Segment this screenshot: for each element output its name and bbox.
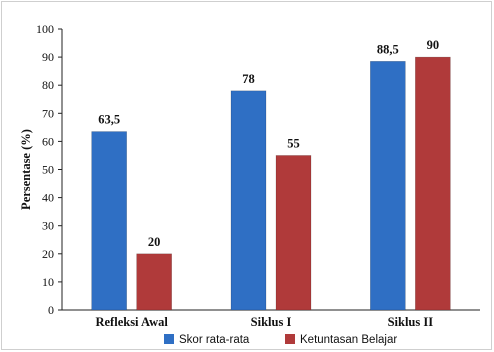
legend: Skor rata-rata Ketuntasan Belajar [164,334,397,346]
y-ticks: 0 10 20 30 40 50 60 70 80 90 100 [36,22,62,317]
y-axis-title: Persentase (%) [19,129,33,210]
data-label: 20 [148,235,161,249]
y-tick-label: 0 [48,303,54,317]
bar-ketuntasan-0 [136,253,172,311]
category-labels: Refleksi Awal Siklus I Siklus II [95,315,433,329]
data-label: 55 [287,136,300,150]
legend-label: Ketuntasan Belajar [300,334,397,346]
y-tick-label: 60 [42,134,54,148]
y-tick-label: 50 [42,163,54,177]
y-tick-label: 30 [42,219,54,233]
bar-skor-2 [370,61,406,311]
legend-swatch [164,334,174,344]
bar-ketuntasan-1 [275,155,312,311]
x-tick-label: Siklus I [251,315,292,329]
y-tick-label: 90 [42,50,54,64]
x-tick-label: Refleksi Awal [95,315,168,329]
y-tick-label: 20 [42,247,54,261]
value-labels: 63,5 20 78 55 88,5 90 [98,38,439,249]
x-tick-label: Siklus II [388,315,434,329]
y-tick-label: 70 [42,106,54,120]
data-label: 78 [242,72,255,86]
data-label: 63,5 [98,113,120,127]
legend-swatch [285,334,295,344]
bar-skor-1 [230,90,267,311]
y-tick-label: 80 [42,78,54,92]
y-tick-label: 10 [42,275,54,289]
bar-ketuntasan-2 [415,56,451,311]
data-label: 88,5 [377,42,399,56]
bar-skor-0 [91,131,127,311]
y-tick-label: 100 [36,22,54,36]
y-tick-label: 40 [42,191,54,205]
data-label: 90 [427,38,440,52]
legend-label: Skor rata-rata [179,334,250,346]
bars [91,56,451,311]
